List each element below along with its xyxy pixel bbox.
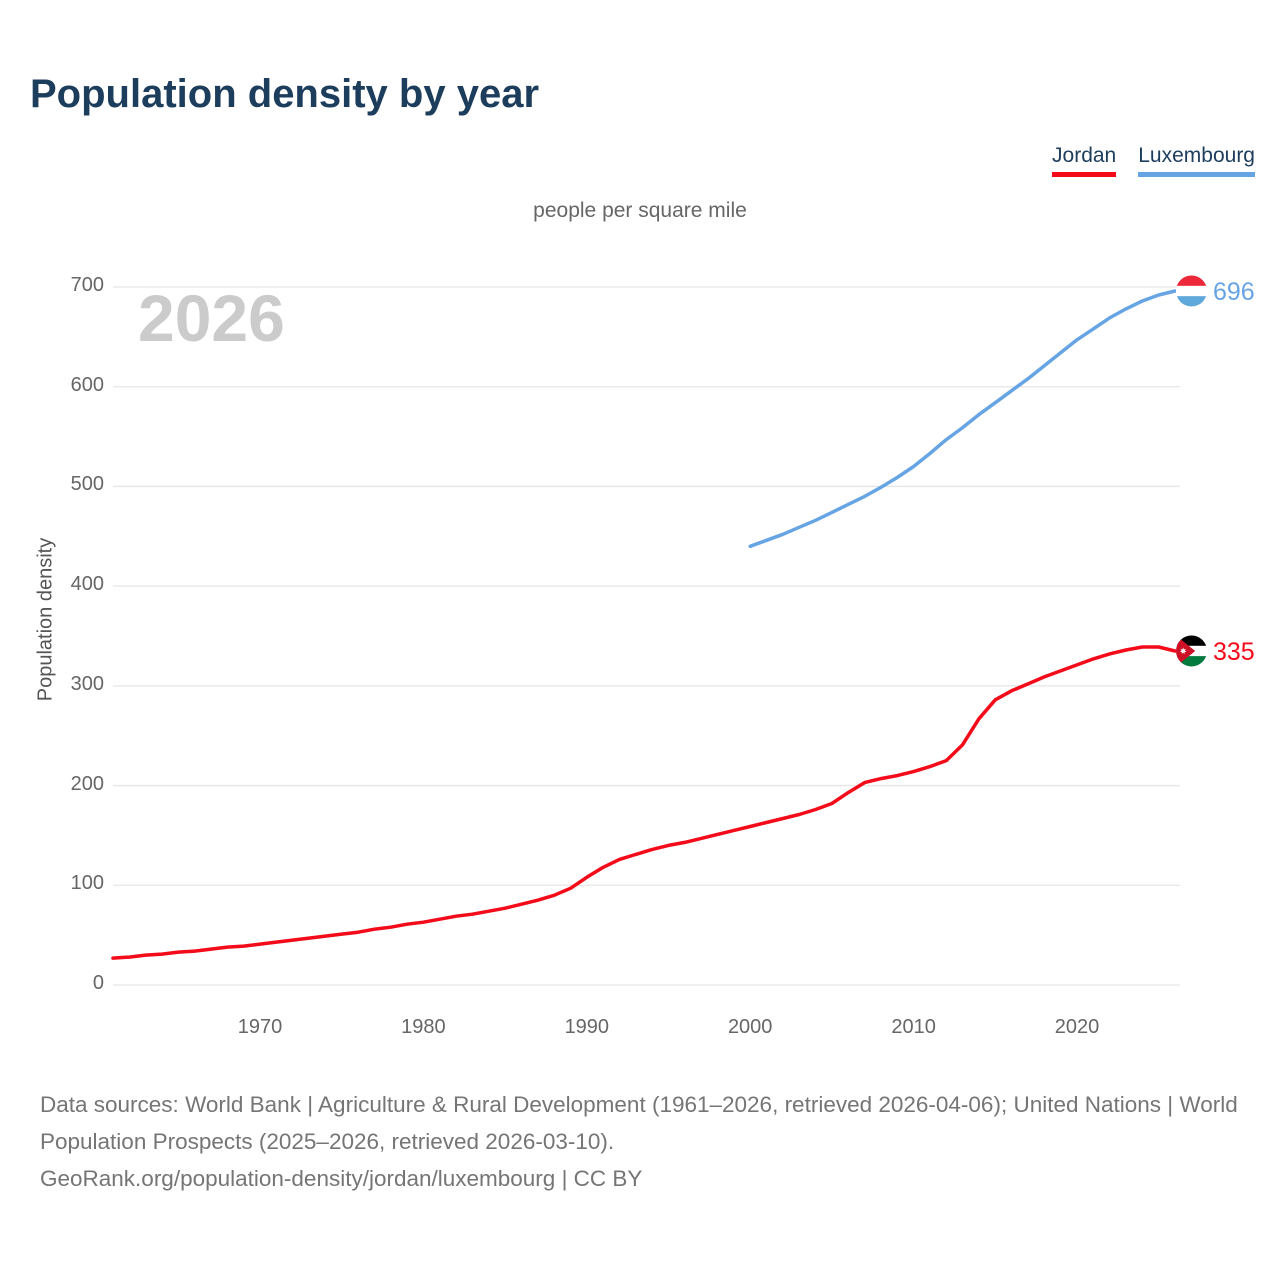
end-value-luxembourg: 696: [1213, 278, 1255, 306]
legend-label-jordan: Jordan: [1052, 144, 1117, 167]
flag-icon-luxembourg: [1176, 275, 1207, 307]
flag-icon-jordan: [1176, 635, 1207, 667]
end-value-jordan: 335: [1213, 638, 1255, 666]
page-title: Population density by year: [30, 72, 540, 116]
chart-subtitle: people per square mile: [533, 199, 747, 222]
attribution-text: GeoRank.org/population-density/jordan/lu…: [40, 1166, 643, 1191]
series-line-luxembourg: [748, 289, 1177, 549]
legend-label-luxembourg: Luxembourg: [1138, 144, 1255, 167]
legend-item-luxembourg[interactable]: Luxembourg: [1138, 144, 1255, 177]
watermark-year: 2026: [138, 281, 285, 355]
legend-item-jordan[interactable]: Jordan: [1052, 144, 1117, 177]
legend: Jordan Luxembourg: [1052, 144, 1255, 177]
series-line-jordan: [111, 645, 1177, 960]
data-sources-text: Data sources: World Bank | Agriculture &…: [40, 1092, 1238, 1154]
footer: Data sources: World Bank | Agriculture &…: [40, 1086, 1250, 1197]
